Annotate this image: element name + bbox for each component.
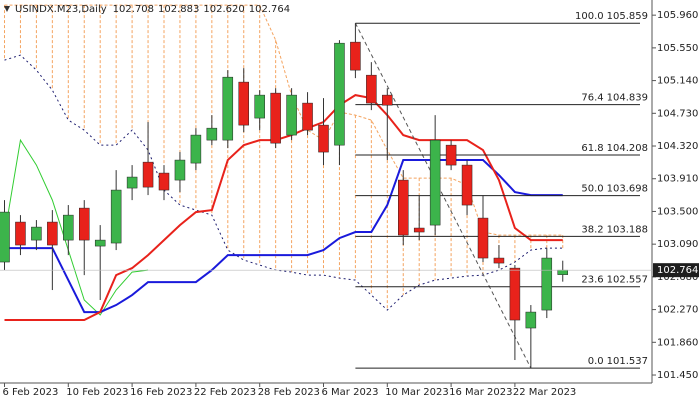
chart-header: USINDX.M23,Daily 102.708 102.883 102.620 102… <box>15 4 290 15</box>
y-tick-label: 103.500 <box>657 206 698 217</box>
candle-body <box>318 124 329 153</box>
x-tick-label: 16 Feb 2023 <box>130 387 192 398</box>
indicator-line <box>4 4 563 236</box>
indicator-line <box>4 138 149 316</box>
fib-label: 0.0 101.537 <box>588 356 648 367</box>
candle-body <box>79 207 90 241</box>
fib-label: 100.0 105.859 <box>575 11 648 22</box>
candle-body <box>238 81 249 126</box>
x-tick-label: 22 Mar 2023 <box>513 387 576 398</box>
indicator-line <box>4 159 563 314</box>
candle-body <box>461 164 473 206</box>
x-tick-label: 16 Mar 2023 <box>449 387 512 398</box>
candle-body <box>557 269 568 275</box>
y-tick-label: 102.270 <box>657 305 698 316</box>
x-tick-label: 6 Mar 2023 <box>322 387 379 398</box>
fib-price: 104.208 <box>607 143 648 154</box>
y-tick-label: 103.910 <box>657 174 698 185</box>
y-tick-label: 105.960 <box>657 10 698 21</box>
candle-body <box>493 257 505 264</box>
x-tick-label: 6 Feb 2023 <box>3 387 59 398</box>
y-tick-label: 105.140 <box>657 76 698 87</box>
fib-level: 61.8 <box>581 143 603 154</box>
candle-body <box>302 102 313 131</box>
fib-level: 0.0 <box>588 356 604 367</box>
fib-label: 23.6 102.557 <box>581 275 648 286</box>
fib-label: 38.2 103.188 <box>581 224 648 235</box>
y-tick-label: 102.680 <box>657 272 698 283</box>
candle-body <box>350 41 361 71</box>
candle-body <box>477 217 489 259</box>
candle-body <box>254 94 265 119</box>
ohlc-open: 102.708 <box>113 4 154 15</box>
fib-label: 61.8 104.208 <box>581 143 648 154</box>
fib-level: 50.0 <box>581 184 603 195</box>
menu-icon[interactable] <box>4 6 10 12</box>
fib-price: 103.698 <box>607 184 648 195</box>
fib-level: 100.0 <box>575 11 604 22</box>
candle-body <box>382 94 393 106</box>
plot-area: 100.0 105.859 76.4 104.839 61.8 104.208 50.0 10… <box>0 4 648 369</box>
candle-body <box>15 221 26 246</box>
candle-body <box>63 214 74 241</box>
candle-body <box>142 161 154 188</box>
fib-level: 38.2 <box>581 224 603 235</box>
fib-price: 104.839 <box>607 93 648 104</box>
candle-body <box>541 257 553 311</box>
candle-body <box>174 159 186 181</box>
ohlc-close: 102.764 <box>249 4 290 15</box>
symbol: USINDX.M23,Daily <box>15 4 107 15</box>
x-tick-label: 10 Mar 2023 <box>385 387 448 398</box>
y-tick-label: 101.450 <box>657 370 698 381</box>
candle-body <box>270 92 281 144</box>
y-tick-label: 103.090 <box>657 239 698 250</box>
fib-level: 76.4 <box>581 93 603 104</box>
y-tick-label: 101.860 <box>657 337 698 348</box>
fib-price: 102.557 <box>607 275 648 286</box>
fib-price: 103.188 <box>607 224 648 235</box>
candle-body <box>398 179 409 236</box>
ohlc-low: 102.620 <box>203 4 244 15</box>
candle-body <box>334 42 345 146</box>
candle-body <box>286 94 297 136</box>
ohlc-high: 102.883 <box>158 4 199 15</box>
candle-body <box>222 76 234 141</box>
candle-body <box>0 211 10 263</box>
candle-body <box>190 134 202 164</box>
indicator-line <box>4 94 563 322</box>
candle-body <box>206 127 218 141</box>
candle-body <box>413 227 425 233</box>
y-tick-label: 105.550 <box>657 43 698 54</box>
fib-trend <box>354 22 532 369</box>
fib-level: 23.6 <box>581 275 603 286</box>
candle-body <box>158 172 170 191</box>
x-tick-label: 22 Feb 2023 <box>194 387 256 398</box>
x-tick-label: 10 Feb 2023 <box>66 387 128 398</box>
candle-body <box>47 221 58 246</box>
last-price-label: 102.764 <box>657 265 698 276</box>
fib-label: 76.4 104.839 <box>581 93 648 104</box>
candle-body <box>429 139 441 226</box>
fib-price: 101.537 <box>607 356 648 367</box>
y-tick-label: 104.320 <box>657 141 698 152</box>
x-tick-label: 28 Feb 2023 <box>258 387 320 398</box>
candle-body <box>366 74 377 104</box>
candle-body <box>31 226 42 241</box>
indicator-line <box>4 54 563 311</box>
y-tick-label: 104.730 <box>657 108 698 119</box>
fib-label: 50.0 103.698 <box>581 184 648 195</box>
candle-body <box>126 176 138 189</box>
last-price-badge <box>653 263 699 278</box>
candle-body <box>509 267 521 321</box>
candle-body <box>110 189 122 244</box>
candle-body <box>445 144 457 166</box>
candle-body <box>525 311 537 329</box>
candle-body <box>94 239 106 247</box>
fib-price: 105.859 <box>607 11 648 22</box>
